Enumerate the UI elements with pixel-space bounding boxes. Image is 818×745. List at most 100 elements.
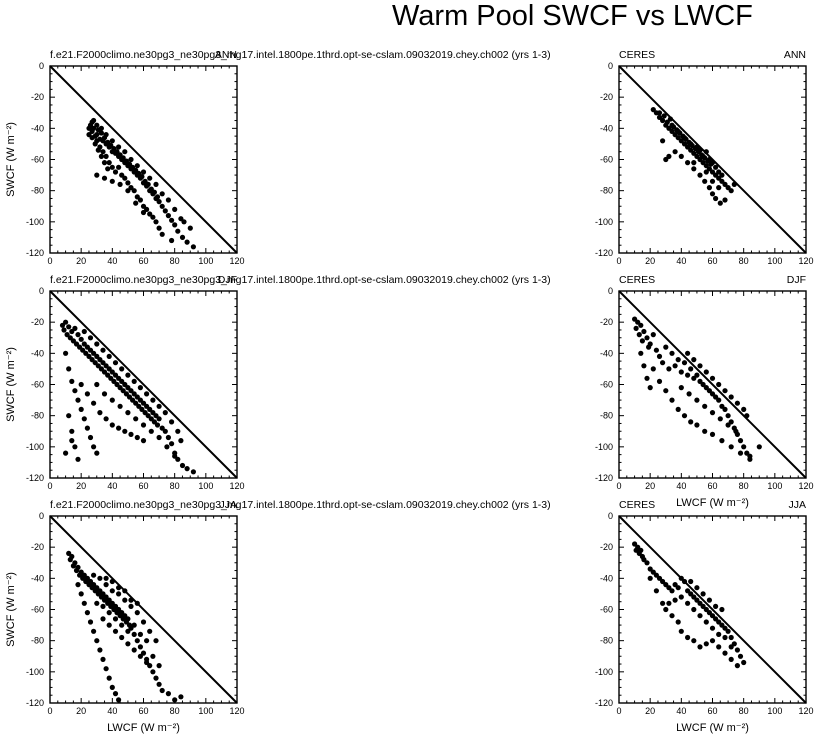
data-point [678, 385, 684, 391]
data-point [165, 434, 171, 441]
data-point [691, 166, 697, 172]
data-point [159, 203, 165, 209]
data-point [162, 410, 168, 416]
data-point [169, 441, 175, 447]
data-point [722, 388, 728, 394]
page-title: Warm Pool SWCF vs LWCF [392, 0, 753, 32]
data-point [165, 691, 171, 697]
data-point [178, 694, 184, 700]
data-point [675, 357, 681, 363]
data-point [716, 169, 722, 175]
x-tick-label: 100 [767, 706, 782, 716]
data-point [716, 381, 722, 388]
panel-subtitle-left: CERES [619, 49, 655, 61]
data-point [184, 239, 190, 245]
y-tick-label: 0 [39, 286, 44, 296]
data-point [717, 200, 723, 206]
data-point [103, 132, 109, 138]
data-point [103, 666, 109, 672]
x-tick-label: 20 [645, 706, 655, 716]
x-tick-label: 120 [229, 706, 244, 716]
data-point [663, 344, 669, 350]
data-point [685, 372, 691, 378]
data-point [122, 428, 128, 434]
x-tick-label: 100 [767, 256, 782, 266]
data-point [156, 403, 162, 409]
data-point [169, 217, 175, 223]
data-point [716, 175, 722, 181]
data-point [722, 650, 728, 656]
panel-subtitle-right: ANN [215, 49, 237, 61]
data-point [691, 638, 697, 644]
data-point [72, 560, 78, 566]
data-point [109, 369, 115, 375]
data-point [663, 388, 669, 394]
x-tick-label: 20 [76, 256, 86, 266]
data-point [678, 369, 684, 375]
data-point [737, 438, 744, 444]
data-point [700, 591, 706, 597]
data-point [144, 638, 150, 644]
y-tick-label: -100 [26, 667, 44, 677]
data-point [87, 335, 94, 341]
x-tick-label: 80 [170, 706, 180, 716]
data-point [91, 350, 97, 356]
data-point [134, 610, 140, 616]
y-tick-label: -20 [600, 542, 613, 552]
x-tick-label: 100 [198, 481, 213, 491]
data-point [685, 600, 691, 606]
x-tick-label: 120 [798, 481, 813, 491]
data-point [728, 394, 734, 400]
y-tick-label: -60 [600, 605, 613, 615]
data-point [140, 438, 147, 444]
data-point [112, 360, 119, 366]
data-point [647, 575, 653, 581]
data-point [91, 400, 97, 406]
data-point [112, 691, 119, 697]
data-point [87, 434, 94, 441]
data-point [100, 149, 106, 155]
data-point [697, 147, 703, 153]
y-tick-label: -80 [31, 186, 44, 196]
data-point [137, 631, 143, 638]
data-point [98, 130, 104, 136]
data-point [119, 634, 125, 641]
data-point [137, 644, 143, 650]
data-point [666, 366, 672, 372]
x-tick-label: 120 [798, 256, 813, 266]
data-point [638, 350, 644, 356]
data-point [63, 319, 69, 325]
y-tick-label: -120 [595, 473, 613, 483]
data-point [650, 107, 656, 113]
data-point [134, 638, 140, 644]
data-point [716, 397, 722, 403]
data-point [133, 416, 139, 422]
data-point [681, 578, 688, 585]
data-point [144, 659, 150, 666]
data-point [75, 456, 81, 462]
data-point [106, 610, 112, 616]
data-point [75, 397, 81, 403]
data-point [125, 180, 131, 186]
data-point [95, 147, 101, 153]
data-point [147, 175, 153, 181]
data-point [103, 416, 109, 422]
data-point [156, 199, 162, 205]
reference-line [49, 515, 238, 704]
x-tick-label: 60 [707, 481, 717, 491]
data-point [713, 603, 719, 610]
y-tick-label: -80 [600, 411, 613, 421]
data-point [722, 181, 728, 187]
y-tick-label: -80 [31, 411, 44, 421]
data-point [179, 462, 186, 469]
data-point [728, 444, 734, 450]
data-point [109, 600, 115, 606]
data-point [725, 628, 731, 634]
data-point [106, 675, 112, 681]
data-point [128, 431, 134, 437]
data-point [101, 369, 108, 375]
data-point [125, 410, 131, 416]
y-tick-label: -40 [600, 573, 613, 583]
y-tick-label: -60 [31, 380, 44, 390]
y-tick-label: 0 [608, 286, 613, 296]
